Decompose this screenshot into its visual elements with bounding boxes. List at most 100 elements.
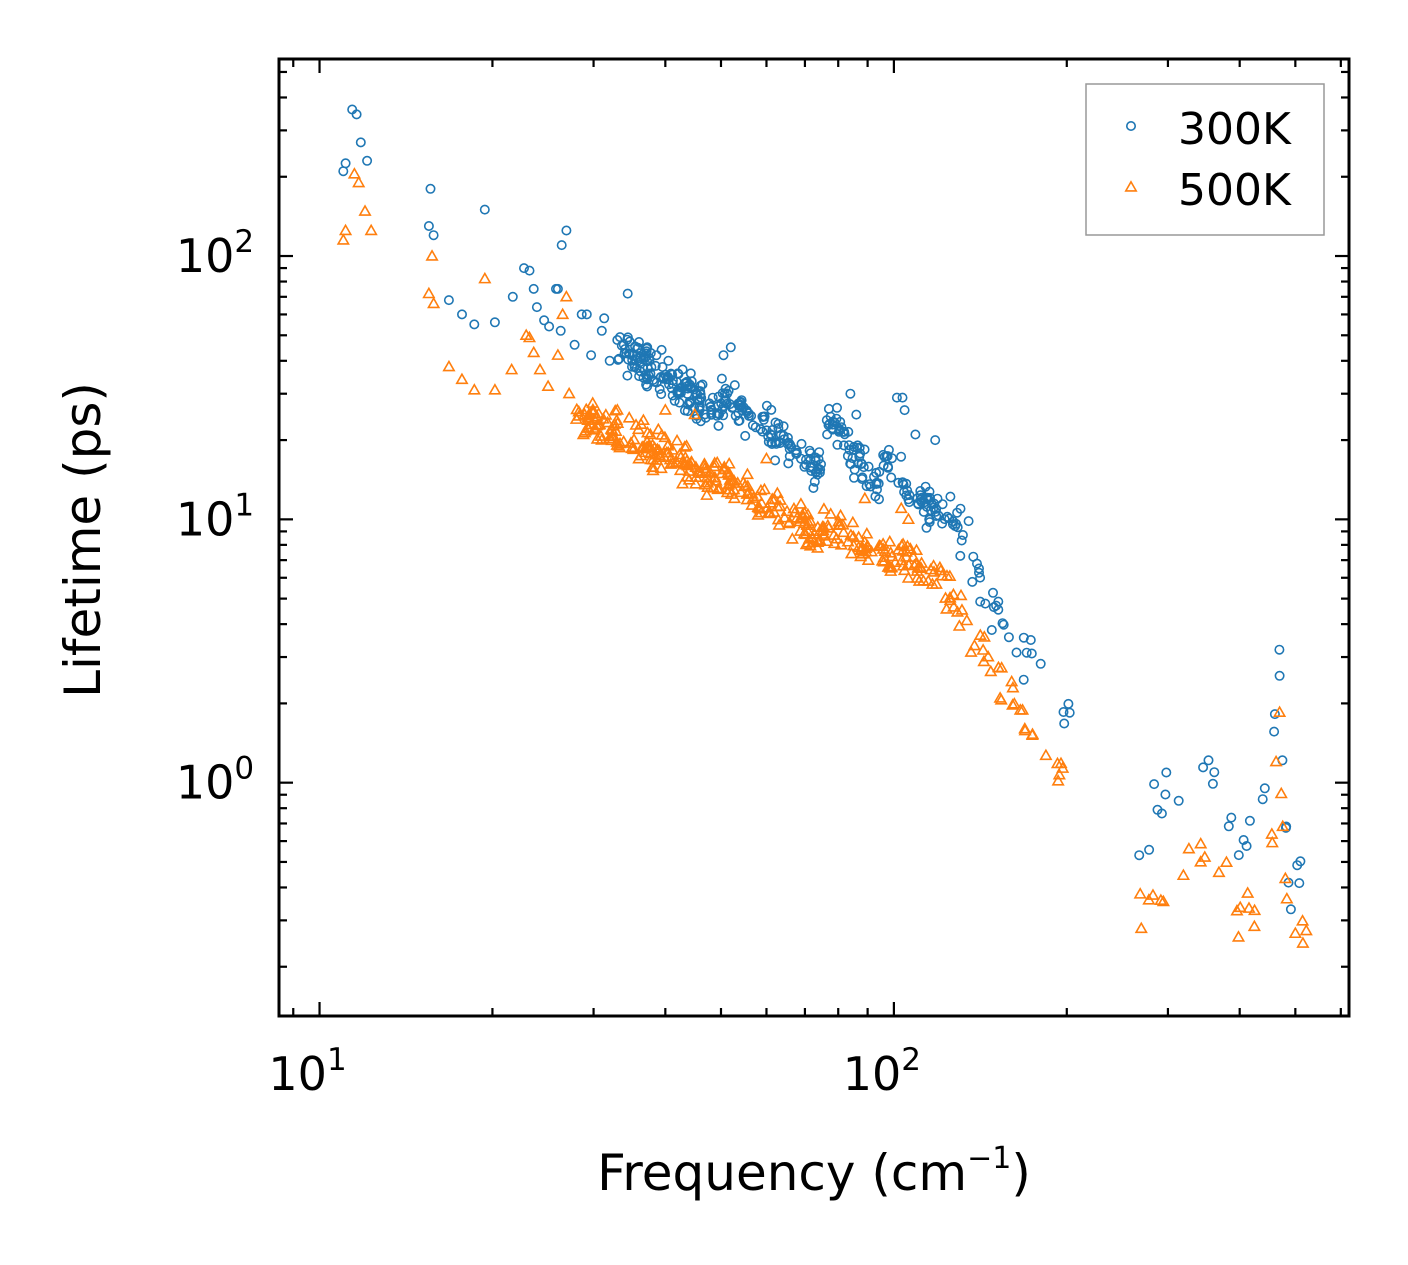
500k-point	[581, 413, 595, 425]
500k-point	[646, 463, 660, 476]
500k-point	[1265, 835, 1279, 848]
300k-point	[716, 373, 727, 384]
300k-point	[443, 295, 454, 306]
500k-point	[861, 540, 875, 552]
500k-point	[817, 502, 831, 514]
500k-point	[772, 518, 786, 530]
500k-point	[833, 517, 847, 530]
500k-point	[759, 451, 774, 464]
axes-frame	[277, 57, 1351, 1018]
legend-marker-300k	[1126, 121, 1137, 132]
300k-point	[727, 402, 738, 413]
300k-point	[338, 166, 349, 177]
500k-point	[605, 429, 619, 442]
legend: 300K 500K	[1085, 83, 1325, 236]
300k-point	[871, 467, 882, 478]
300k-point	[799, 461, 810, 472]
300k-point	[528, 283, 539, 294]
500k-point	[738, 479, 752, 492]
500k-point	[858, 491, 872, 504]
300k-point	[980, 598, 991, 609]
series-500k-markers	[336, 167, 1313, 948]
500k-point	[352, 175, 366, 188]
500k-point	[981, 650, 995, 662]
500k-point	[679, 439, 694, 451]
300k-point	[641, 379, 652, 390]
500k-point	[586, 396, 600, 408]
300k-point	[713, 420, 724, 431]
300k-point	[646, 362, 657, 373]
300k-point	[835, 416, 846, 427]
500k-point	[901, 571, 915, 583]
500k-point	[1006, 680, 1020, 693]
300k-point	[778, 430, 789, 441]
300k-point	[857, 472, 868, 483]
500k-point	[876, 542, 890, 554]
500k-point	[1146, 888, 1160, 900]
300k-point	[569, 339, 580, 350]
legend-circle-marker	[1126, 121, 1137, 132]
500k-point	[993, 691, 1007, 703]
300k-point	[672, 368, 683, 379]
500k-point	[1288, 926, 1302, 939]
500k-point	[817, 529, 831, 541]
300k-point	[747, 420, 758, 431]
300k-point	[831, 402, 842, 413]
500k-point	[703, 465, 717, 478]
500k-point	[745, 498, 759, 510]
500k-point	[943, 593, 957, 606]
500k-point	[570, 402, 584, 415]
500k-point	[1296, 936, 1310, 948]
500k-point	[1274, 786, 1288, 799]
500k-point	[800, 518, 814, 531]
500k-point	[1133, 887, 1147, 899]
y-tick-label: 101	[176, 487, 254, 546]
500k-point	[852, 530, 866, 543]
x-tick-label: 102	[843, 1042, 921, 1101]
300k-point	[919, 497, 930, 508]
500k-point	[899, 550, 913, 562]
500k-point	[666, 456, 680, 468]
500k-point	[651, 422, 665, 435]
300k-point	[963, 516, 974, 527]
500k-point	[977, 630, 991, 642]
axis-tick-labels: 101 102 100 101 102	[176, 224, 921, 1101]
500k-point	[347, 167, 361, 179]
300k-point	[796, 438, 807, 449]
500k-point	[1299, 923, 1313, 936]
300k-point	[967, 576, 978, 587]
500k-point	[722, 457, 736, 469]
500k-point	[336, 233, 350, 245]
500k-point	[929, 577, 943, 589]
legend-triangle-marker	[1124, 180, 1138, 192]
300k-point	[904, 490, 915, 501]
300k-point	[734, 415, 745, 426]
300k-point	[596, 325, 607, 336]
300k-point	[918, 506, 929, 517]
300k-point	[975, 572, 986, 583]
500k-point	[754, 483, 768, 496]
300k-point	[785, 439, 796, 450]
500k-point	[634, 448, 648, 461]
500k-point	[822, 521, 836, 533]
300k-point	[1198, 762, 1209, 773]
300k-point	[827, 416, 838, 427]
300k-point	[871, 478, 882, 489]
series-300k-markers	[338, 104, 1306, 915]
300k-point	[942, 511, 953, 522]
500k-point	[973, 628, 987, 640]
300k-point	[843, 426, 854, 437]
500k-point	[1194, 837, 1208, 849]
300k-point	[778, 421, 789, 432]
500k-point	[709, 474, 723, 486]
300k-point	[1285, 904, 1296, 915]
300k-point	[986, 624, 997, 635]
500k-point	[807, 535, 821, 548]
300k-point	[644, 352, 655, 363]
300k-point	[695, 392, 706, 403]
300k-point	[952, 507, 963, 518]
300k-point	[507, 291, 518, 302]
300k-point	[604, 355, 615, 366]
500k-point	[883, 534, 897, 547]
500k-point	[909, 556, 923, 569]
